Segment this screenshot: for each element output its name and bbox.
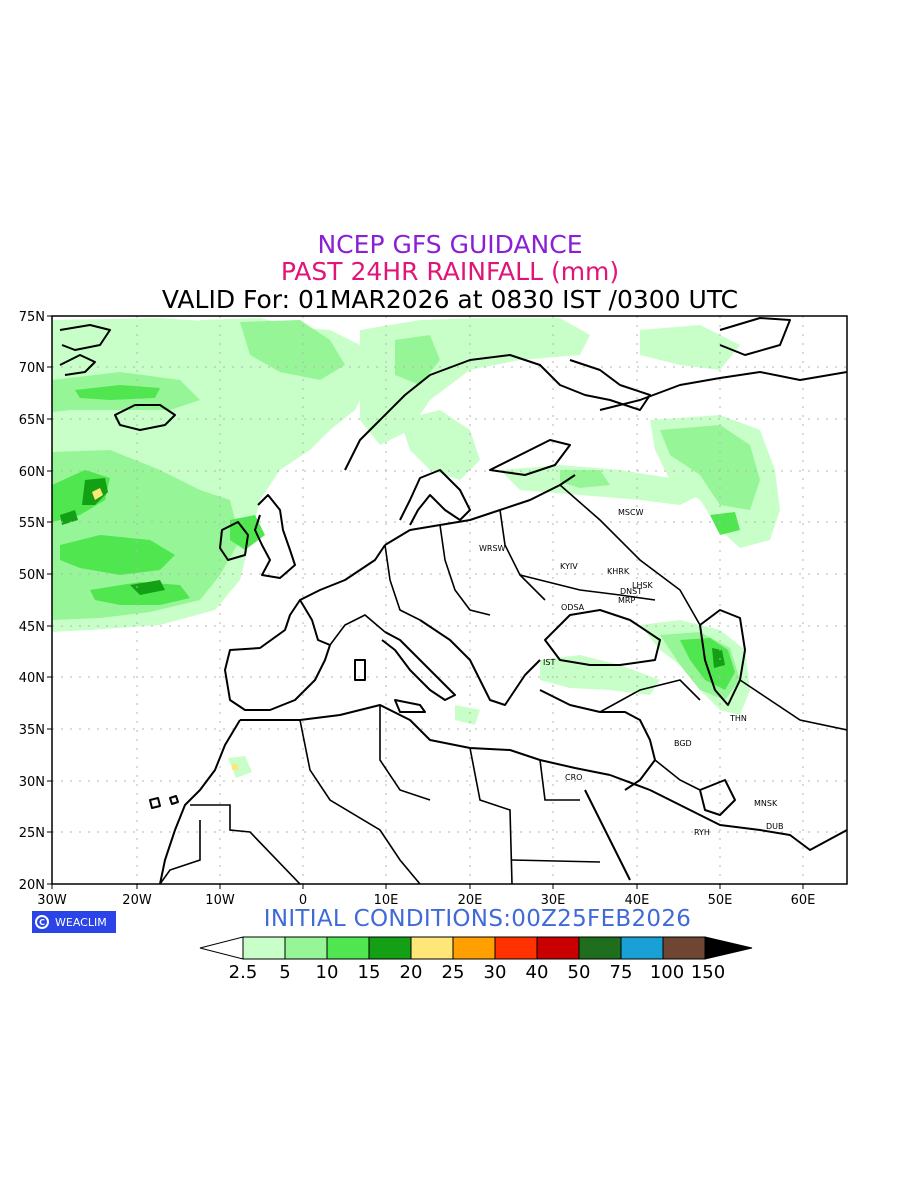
colorbar-label: 40	[525, 962, 549, 983]
city-label: THN	[729, 714, 747, 723]
colorbar-swatch	[536, 936, 580, 960]
colorbar-swatch	[578, 936, 622, 960]
map-title: NCEP GFS GUIDANCE	[317, 230, 583, 259]
colorbar-low-arrow	[199, 936, 244, 960]
colorbar-swatch	[242, 936, 286, 960]
lat-tick-label: 60N	[19, 465, 45, 480]
city-label: MRP	[618, 596, 635, 605]
city-label: WRSW	[479, 544, 506, 553]
lon-tick-label: 30E	[541, 893, 566, 908]
lat-labels: 75N 70N 65N 60N 55N 50N 45N 40N 35N 30N …	[19, 310, 45, 893]
valid-time: VALID For: 01MAR2026 at 0830 IST /0300 U…	[161, 285, 739, 314]
lon-tick-label: 0	[299, 893, 307, 908]
city-label: CRO	[565, 773, 582, 782]
city-label: MNSK	[754, 799, 778, 808]
map-frame	[51, 315, 848, 885]
city-label: IST	[543, 658, 555, 667]
lat-tick-label: 55N	[19, 516, 45, 531]
colorbar-swatch	[284, 936, 328, 960]
city-label: DUB	[766, 822, 784, 831]
colorbar-high-arrow	[704, 936, 753, 960]
colorbar-label: 2.5	[228, 962, 258, 983]
colorbar-swatch	[494, 936, 538, 960]
initial-conditions: INITIAL CONDITIONS:00Z25FEB2026	[263, 906, 692, 932]
colorbar-swatch	[620, 936, 664, 960]
colorbar-swatch	[662, 936, 706, 960]
weaclim-logo: C WEACLIM	[32, 911, 116, 933]
colorbar	[199, 936, 753, 960]
lon-tick-label: 40E	[625, 893, 650, 908]
lon-tick-label: 10W	[205, 893, 235, 908]
colorbar-label: 20	[399, 962, 423, 983]
city-label: MSCW	[618, 508, 644, 517]
lat-tick-label: 20N	[19, 878, 45, 893]
city-label: RYH	[694, 828, 710, 837]
lat-tick-label: 70N	[19, 361, 45, 376]
city-labels: MSCW WRSW KYIV KHRK LHSK DNST MRP ODSA I…	[479, 508, 784, 837]
logo-text: WEACLIM	[55, 915, 107, 929]
coastlines	[59, 317, 847, 884]
lon-tick-label: 10E	[374, 893, 399, 908]
colorbar-swatch	[326, 936, 370, 960]
colorbar-label: 25	[441, 962, 465, 983]
lon-labels: 30W 20W 10W 0 10E 20E 30E 40E 50E 60E	[37, 893, 815, 908]
colorbar-swatch	[452, 936, 496, 960]
lat-tick-label: 35N	[19, 723, 45, 738]
colorbar-label: 30	[483, 962, 507, 983]
lon-tick-label: 30W	[37, 893, 67, 908]
lat-tick-label: 50N	[19, 568, 45, 583]
copyright-icon: C	[35, 915, 49, 929]
lon-tick-label: 60E	[791, 893, 816, 908]
colorbar-label: 150	[690, 962, 726, 983]
city-label: BGD	[674, 739, 692, 748]
city-label: LHSK	[632, 581, 654, 590]
lat-tick-label: 75N	[19, 310, 45, 325]
lat-tick-label: 25N	[19, 826, 45, 841]
lat-tick-label: 65N	[19, 413, 45, 428]
colorbar-swatch	[368, 936, 412, 960]
lat-tick-label: 40N	[19, 671, 45, 686]
lat-tick-label: 45N	[19, 620, 45, 635]
lat-tick-label: 30N	[19, 775, 45, 790]
colorbar-label: 100	[649, 962, 685, 983]
colorbar-label: 5	[279, 962, 291, 983]
city-label: DNST	[620, 587, 642, 596]
lon-tick-label: 20W	[122, 893, 152, 908]
colorbar-label: 75	[609, 962, 633, 983]
colorbar-swatch	[410, 936, 454, 960]
colorbar-label: 50	[567, 962, 591, 983]
borders	[159, 484, 847, 884]
tick-marks	[47, 315, 804, 889]
rainfall-shading	[52, 318, 780, 778]
city-label: KYIV	[560, 562, 578, 571]
lon-tick-label: 50E	[708, 893, 733, 908]
city-label: KHRK	[607, 567, 630, 576]
colorbar-label: 10	[315, 962, 339, 983]
lon-tick-label: 20E	[458, 893, 483, 908]
colorbar-label: 15	[357, 962, 381, 983]
city-label: ODSA	[561, 603, 585, 612]
map-subtitle: PAST 24HR RAINFALL (mm)	[280, 257, 620, 286]
